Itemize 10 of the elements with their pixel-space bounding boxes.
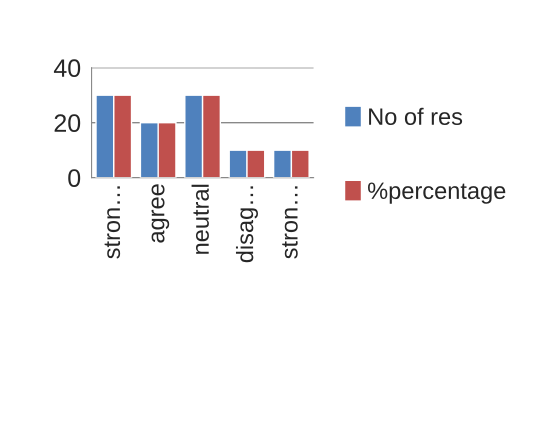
x-tick-label: stron… [282,186,298,259]
x-tick-label: stron… [104,186,120,259]
y-tick-label: 0 [68,169,80,187]
x-tick-label: disag… [236,186,258,262]
y-tick-label: 40 [54,59,80,77]
y-tick-label: 20 [54,114,80,132]
x-tick-label: agree [152,184,170,243]
legend-label: No of res [369,108,462,126]
legend-label: %percentage [368,182,506,204]
x-tick-label: neutral [192,184,209,254]
